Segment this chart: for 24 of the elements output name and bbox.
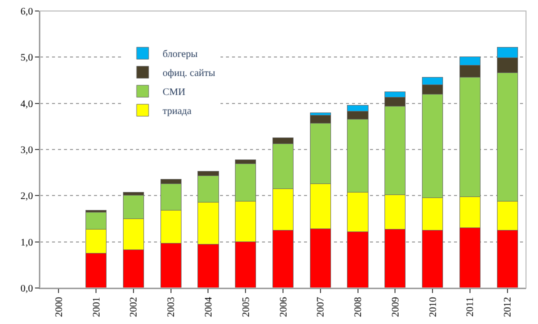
y-tick-label: 0,0	[20, 284, 33, 294]
x-tick-label: 2011	[465, 297, 476, 317]
y-tick-label: 6,0	[20, 6, 33, 18]
x-tick-label: 2007	[316, 297, 327, 317]
x-tick-label: 2002	[128, 297, 140, 317]
y-tick-label: 3,0	[20, 145, 33, 156]
x-tick-label: 2004	[203, 297, 214, 317]
y-tick-label: 4,0	[20, 98, 33, 110]
x-tick-label: 2009	[390, 297, 402, 317]
legend-label: СМИ	[162, 87, 186, 98]
y-tick-label: 2,0	[20, 191, 33, 202]
x-tick-label: 2001	[91, 297, 102, 317]
x-tick-label: 2012	[502, 297, 514, 317]
x-tick-label: 2003	[166, 297, 178, 317]
y-tick-label: 1,0	[20, 237, 33, 248]
legend-label: офиц. сайты	[162, 68, 216, 80]
legend-label: триада	[162, 106, 192, 118]
y-tick-label: 5,0	[20, 52, 33, 64]
x-tick-label: 2010	[428, 297, 439, 317]
x-tick-label: 2000	[54, 297, 65, 317]
x-tick-label: 2008	[353, 297, 364, 317]
x-tick-label: 2005	[240, 297, 252, 317]
legend-label: блогеры	[162, 49, 198, 60]
x-tick-label: 2006	[278, 297, 290, 317]
